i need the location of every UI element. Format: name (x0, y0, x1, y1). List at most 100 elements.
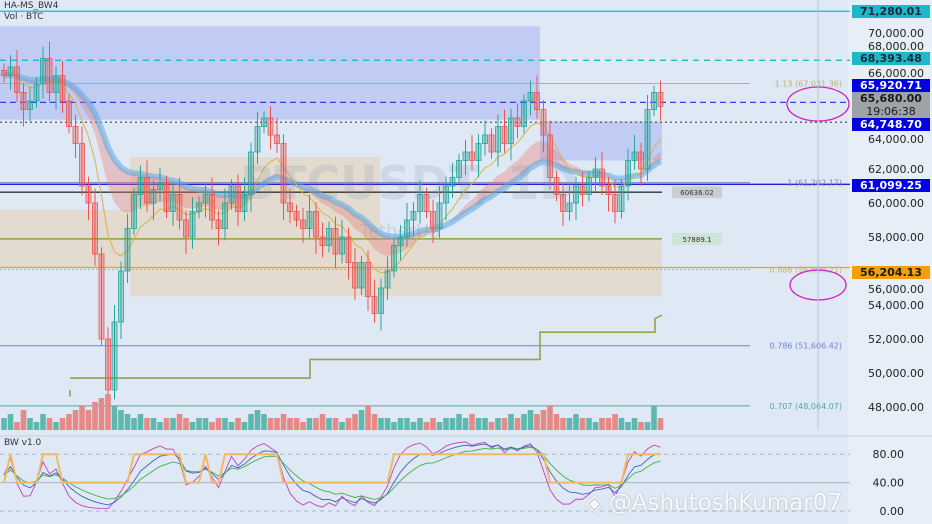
candle-body (482, 134, 488, 144)
volume-bar (248, 414, 254, 430)
candle-body (40, 58, 46, 85)
drawings-layer: 1.13 (67,031.36) 1 (61,202.17) 0.886 (56,0… (0, 10, 850, 411)
candle-body (53, 75, 59, 93)
volume-bar (430, 418, 436, 430)
candle-body (111, 321, 118, 391)
volume-bar (287, 418, 293, 430)
candle-body (189, 211, 196, 238)
volume-bar (410, 422, 417, 430)
oscillator-state-line (3, 453, 661, 484)
volume-bar (183, 418, 189, 430)
volume-bar (579, 418, 586, 430)
indicator-legend[interactable]: HA-MS_BW4 (4, 1, 59, 11)
fib-level-label: 1.13 (67,031.36) (775, 79, 842, 88)
symbol-watermark: BTCUSDT, 1D (240, 156, 578, 210)
candle-body (144, 177, 150, 204)
volume-bar (456, 414, 462, 430)
volume-layer (1, 394, 664, 430)
price-tag: 65,920.71 (852, 79, 930, 92)
volume-bar (436, 422, 443, 430)
candle-body (306, 211, 313, 229)
volume-bar (540, 410, 547, 430)
volume-bar (157, 422, 163, 430)
price-tick-label: 54,000.00 (868, 299, 924, 312)
candle-body (651, 92, 657, 110)
candle-body (397, 236, 404, 246)
price-tag: 68,393.48 (852, 52, 930, 65)
candle-body (332, 228, 339, 255)
candle-body (462, 151, 469, 161)
volume-bar (105, 394, 111, 430)
volume-bar (118, 410, 124, 430)
oscillator-tick-label: 80.00 (873, 448, 905, 461)
volume-bar (40, 414, 46, 430)
volume-bar (469, 414, 475, 430)
volume-bar (612, 414, 618, 430)
symbol-description-watermark: TetherUS (360, 221, 441, 242)
candle-body (391, 245, 397, 272)
oscillator-pane (0, 441, 850, 512)
candle-body (79, 143, 85, 187)
volume-bar (462, 418, 469, 430)
volume-bar (33, 422, 40, 430)
candle-body (449, 177, 456, 187)
candle-body (176, 194, 183, 221)
candle-body (417, 194, 423, 212)
volume-bar (46, 418, 53, 430)
volume-bar (209, 422, 215, 430)
volume-bar (300, 422, 306, 430)
candle-body (475, 143, 482, 161)
candle-body (27, 100, 33, 110)
oscillator-legend[interactable]: BW v1.0 (4, 438, 42, 448)
candle-body (352, 262, 358, 289)
volume-bar (358, 410, 365, 430)
step-line (69, 314, 663, 397)
candle-body (566, 202, 573, 212)
price-tick-label: 64,000.00 (868, 133, 924, 146)
candle-body (319, 236, 326, 246)
volume-bar (501, 418, 508, 430)
candle-body (293, 211, 300, 221)
candles-layer (1, 41, 664, 405)
volume-bar (111, 406, 118, 430)
candle-body (443, 185, 449, 204)
author-handle: @AshutoshKumar07 (608, 490, 842, 516)
candle-body (527, 92, 534, 102)
binance-logo-icon: ◈ (585, 490, 603, 516)
volume-bar (20, 410, 27, 430)
volume-bar (85, 410, 92, 430)
candle-body (657, 92, 664, 107)
price-tag: 65,680.00 19:06:38 (852, 92, 930, 118)
volume-bar (1, 418, 7, 430)
author-watermark: ◈ @AshutoshKumar07 (586, 490, 842, 516)
volume-bar (72, 410, 79, 430)
candle-body (618, 185, 625, 212)
volume-bar (79, 406, 85, 430)
candle-body (131, 194, 137, 229)
candle-body (521, 100, 527, 127)
candle-body (157, 182, 163, 190)
volume-bar (176, 414, 183, 430)
fib-level-label: 1 (61,202.17) (787, 179, 842, 188)
volume-bar (228, 422, 235, 430)
candle-body (547, 134, 553, 178)
volume-bar (534, 414, 540, 430)
volume-bar (521, 414, 527, 430)
volume-bar (261, 414, 267, 430)
candle-body (436, 202, 443, 229)
candle-body (267, 117, 274, 136)
volume-bar (449, 418, 456, 430)
volume-bar (443, 418, 449, 430)
volume-bar (618, 418, 625, 430)
candle-body (72, 126, 79, 144)
volume-bar (482, 418, 488, 430)
volume-bar (59, 418, 66, 430)
candle-body (1, 70, 7, 76)
volume-bar (599, 418, 605, 430)
candle-body (384, 270, 391, 289)
volume-bar (378, 418, 384, 430)
fib-level-label: 0.707 (48,064.07) (770, 402, 842, 411)
volume-legend[interactable]: Vol · BTC (4, 12, 44, 22)
volume-bar (566, 418, 573, 430)
